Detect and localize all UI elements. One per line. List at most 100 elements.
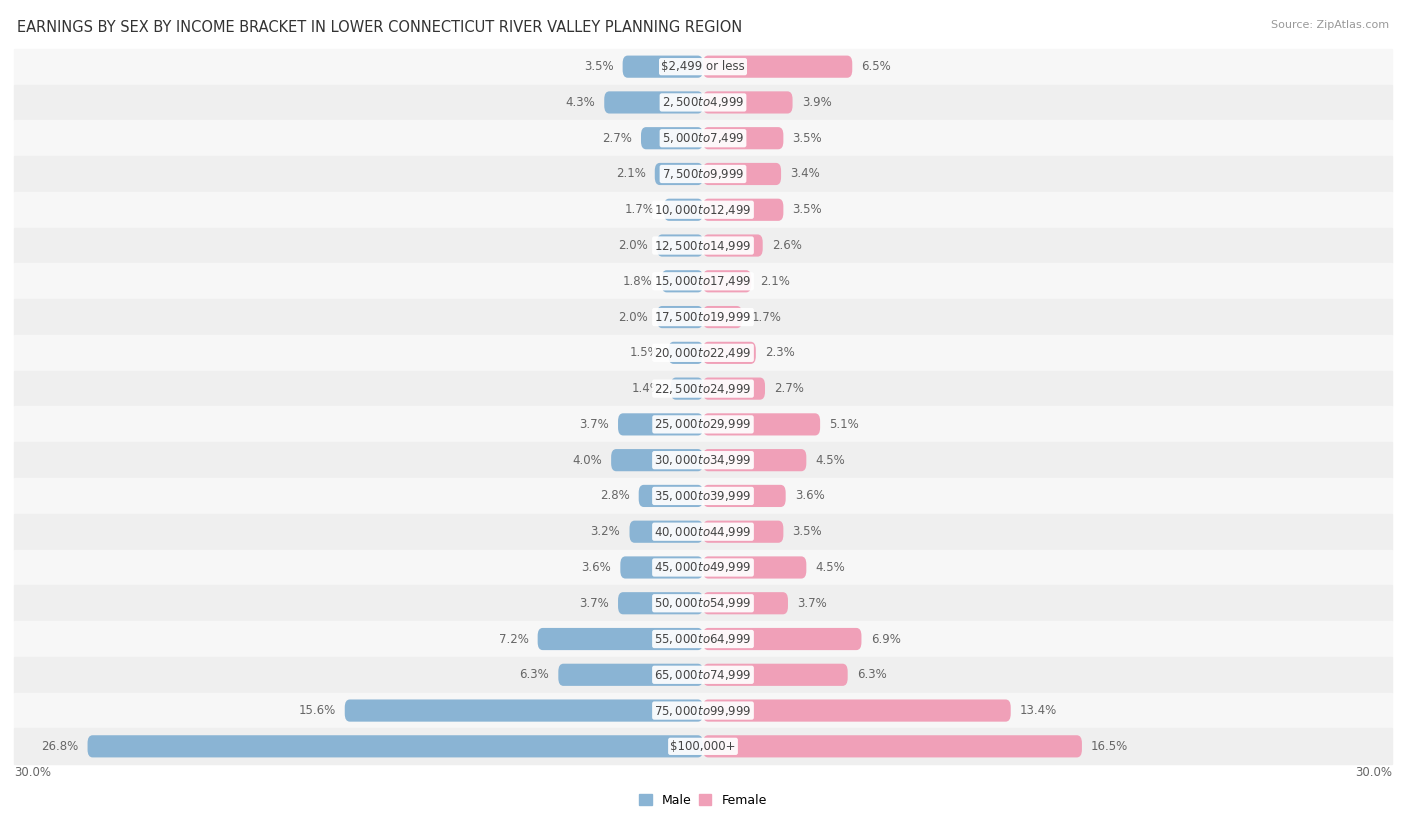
Text: $100,000+: $100,000+ xyxy=(671,740,735,753)
Text: Source: ZipAtlas.com: Source: ZipAtlas.com xyxy=(1271,20,1389,30)
Bar xyxy=(14,406,1392,442)
Bar xyxy=(14,192,1392,228)
Text: $17,500 to $19,999: $17,500 to $19,999 xyxy=(654,310,752,324)
Bar xyxy=(14,299,1392,335)
Text: 26.8%: 26.8% xyxy=(41,740,79,753)
FancyBboxPatch shape xyxy=(558,663,703,686)
FancyBboxPatch shape xyxy=(623,55,703,78)
FancyBboxPatch shape xyxy=(87,735,703,758)
Text: $22,500 to $24,999: $22,500 to $24,999 xyxy=(654,381,752,396)
Text: $65,000 to $74,999: $65,000 to $74,999 xyxy=(654,667,752,682)
Text: 3.6%: 3.6% xyxy=(794,489,824,502)
Text: 5.1%: 5.1% xyxy=(830,418,859,431)
Text: $50,000 to $54,999: $50,000 to $54,999 xyxy=(654,596,752,611)
Text: 1.7%: 1.7% xyxy=(624,203,655,216)
Text: 13.4%: 13.4% xyxy=(1019,704,1057,717)
Text: 3.7%: 3.7% xyxy=(579,418,609,431)
FancyBboxPatch shape xyxy=(344,699,703,722)
Text: 3.5%: 3.5% xyxy=(583,60,613,73)
Text: EARNINGS BY SEX BY INCOME BRACKET IN LOWER CONNECTICUT RIVER VALLEY PLANNING REG: EARNINGS BY SEX BY INCOME BRACKET IN LOW… xyxy=(17,20,742,35)
Text: 6.5%: 6.5% xyxy=(862,60,891,73)
Text: 2.1%: 2.1% xyxy=(616,167,645,180)
Text: 1.7%: 1.7% xyxy=(751,311,782,324)
Text: 1.8%: 1.8% xyxy=(623,275,652,288)
FancyBboxPatch shape xyxy=(703,306,742,328)
FancyBboxPatch shape xyxy=(664,198,703,221)
FancyBboxPatch shape xyxy=(619,592,703,615)
Text: 3.9%: 3.9% xyxy=(801,96,831,109)
Text: $12,500 to $14,999: $12,500 to $14,999 xyxy=(654,238,752,253)
FancyBboxPatch shape xyxy=(703,663,848,686)
FancyBboxPatch shape xyxy=(703,556,807,579)
FancyBboxPatch shape xyxy=(671,377,703,400)
Text: 2.0%: 2.0% xyxy=(619,239,648,252)
FancyBboxPatch shape xyxy=(703,735,1083,758)
FancyBboxPatch shape xyxy=(703,377,765,400)
Bar xyxy=(14,585,1392,621)
Text: 15.6%: 15.6% xyxy=(298,704,336,717)
Text: 3.7%: 3.7% xyxy=(579,597,609,610)
FancyBboxPatch shape xyxy=(619,413,703,436)
Text: 2.3%: 2.3% xyxy=(765,346,794,359)
FancyBboxPatch shape xyxy=(655,163,703,185)
Text: $55,000 to $64,999: $55,000 to $64,999 xyxy=(654,632,752,646)
FancyBboxPatch shape xyxy=(620,556,703,579)
Text: $15,000 to $17,499: $15,000 to $17,499 xyxy=(654,274,752,289)
Text: 6.9%: 6.9% xyxy=(870,633,900,646)
Text: 3.5%: 3.5% xyxy=(793,525,823,538)
FancyBboxPatch shape xyxy=(703,485,786,507)
Text: 3.4%: 3.4% xyxy=(790,167,820,180)
Text: $45,000 to $49,999: $45,000 to $49,999 xyxy=(654,560,752,575)
FancyBboxPatch shape xyxy=(669,341,703,364)
Text: $20,000 to $22,499: $20,000 to $22,499 xyxy=(654,346,752,360)
Bar xyxy=(14,335,1392,371)
Text: 4.5%: 4.5% xyxy=(815,454,845,467)
FancyBboxPatch shape xyxy=(703,127,783,150)
Text: 3.5%: 3.5% xyxy=(793,203,823,216)
FancyBboxPatch shape xyxy=(657,234,703,257)
Text: $25,000 to $29,999: $25,000 to $29,999 xyxy=(654,417,752,432)
Text: 6.3%: 6.3% xyxy=(856,668,887,681)
Bar xyxy=(14,120,1392,156)
FancyBboxPatch shape xyxy=(703,699,1011,722)
Bar xyxy=(14,228,1392,263)
FancyBboxPatch shape xyxy=(630,520,703,543)
FancyBboxPatch shape xyxy=(703,413,820,436)
Text: 6.3%: 6.3% xyxy=(519,668,550,681)
Text: $30,000 to $34,999: $30,000 to $34,999 xyxy=(654,453,752,467)
Text: 4.5%: 4.5% xyxy=(815,561,845,574)
Text: 4.3%: 4.3% xyxy=(565,96,595,109)
Text: $2,499 or less: $2,499 or less xyxy=(661,60,745,73)
Bar xyxy=(14,657,1392,693)
FancyBboxPatch shape xyxy=(537,628,703,650)
Bar xyxy=(14,371,1392,406)
Bar xyxy=(14,514,1392,550)
FancyBboxPatch shape xyxy=(703,198,783,221)
Text: 2.8%: 2.8% xyxy=(600,489,630,502)
FancyBboxPatch shape xyxy=(703,628,862,650)
Text: 3.5%: 3.5% xyxy=(793,132,823,145)
Bar xyxy=(14,478,1392,514)
Bar xyxy=(14,693,1392,728)
Bar xyxy=(14,49,1392,85)
Bar xyxy=(14,728,1392,764)
Bar xyxy=(14,263,1392,299)
Text: $35,000 to $39,999: $35,000 to $39,999 xyxy=(654,489,752,503)
Text: 1.5%: 1.5% xyxy=(630,346,659,359)
Legend: Male, Female: Male, Female xyxy=(634,789,772,811)
Text: 1.4%: 1.4% xyxy=(631,382,662,395)
FancyBboxPatch shape xyxy=(638,485,703,507)
Text: 30.0%: 30.0% xyxy=(14,766,51,779)
Bar xyxy=(14,550,1392,585)
Text: 2.0%: 2.0% xyxy=(619,311,648,324)
Text: $5,000 to $7,499: $5,000 to $7,499 xyxy=(662,131,744,146)
Text: $10,000 to $12,499: $10,000 to $12,499 xyxy=(654,202,752,217)
FancyBboxPatch shape xyxy=(703,91,793,114)
FancyBboxPatch shape xyxy=(657,306,703,328)
Text: 4.0%: 4.0% xyxy=(572,454,602,467)
Text: $7,500 to $9,999: $7,500 to $9,999 xyxy=(662,167,744,181)
Text: $40,000 to $44,999: $40,000 to $44,999 xyxy=(654,524,752,539)
Text: 7.2%: 7.2% xyxy=(499,633,529,646)
Text: 2.6%: 2.6% xyxy=(772,239,801,252)
Text: 30.0%: 30.0% xyxy=(1355,766,1392,779)
